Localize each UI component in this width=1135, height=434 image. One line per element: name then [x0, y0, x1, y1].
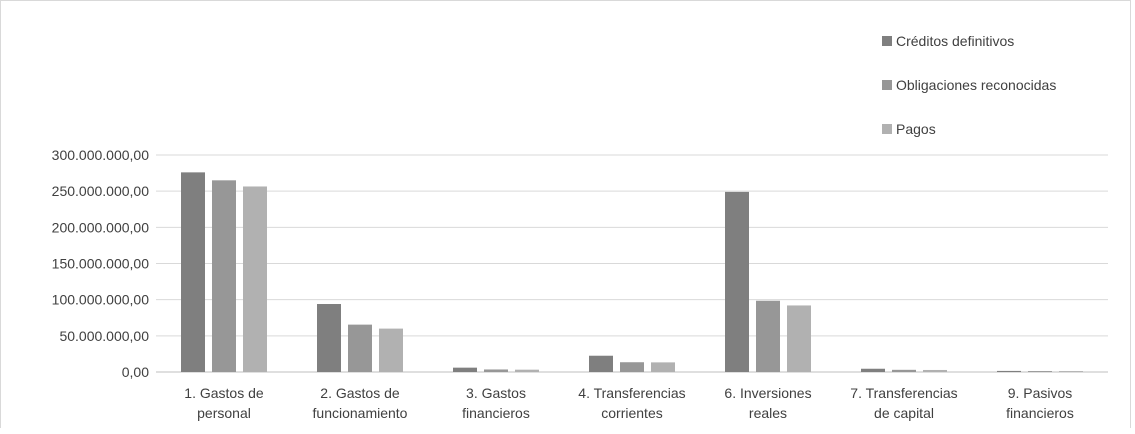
x-category-label: funcionamiento	[313, 405, 408, 421]
bar-1-cat-3	[453, 367, 477, 372]
bar-3-cat-4	[651, 362, 675, 372]
bar-3-cat-7	[1059, 371, 1083, 372]
bar-3-cat-3	[515, 369, 539, 372]
x-category-label: personal	[197, 405, 251, 421]
y-tick-label: 50.000.000,00	[59, 328, 149, 344]
bar-1-cat-4	[589, 355, 613, 372]
x-category-label: 4. Transferencias	[578, 385, 685, 401]
y-tick-label: 0,00	[122, 364, 149, 380]
x-category-label: financieros	[462, 405, 530, 421]
bars	[181, 172, 1083, 372]
bar-2-cat-5	[756, 300, 780, 372]
x-category-label: reales	[749, 405, 787, 421]
x-category-label: 2. Gastos de	[320, 385, 400, 401]
y-tick-label: 250.000.000,00	[52, 183, 150, 199]
x-category-label: financieros	[1006, 405, 1074, 421]
bar-3-cat-2	[379, 328, 403, 372]
x-category-label: 7. Transferencias	[850, 385, 957, 401]
x-category-label: corrientes	[601, 405, 662, 421]
bar-2-cat-2	[348, 324, 372, 372]
bar-3-cat-1	[243, 186, 267, 372]
x-category-label: 9. Pasivos	[1008, 385, 1073, 401]
legend-label: Créditos definitivos	[896, 33, 1014, 49]
x-category-label: 3. Gastos	[466, 385, 526, 401]
bar-1-cat-6	[861, 368, 885, 372]
legend-swatch	[882, 80, 892, 90]
x-category-label: 1. Gastos de	[184, 385, 264, 401]
y-tick-label: 200.000.000,00	[52, 219, 150, 235]
bar-2-cat-6	[892, 369, 916, 372]
legend-item: Créditos definitivos	[882, 33, 1014, 49]
bar-2-cat-4	[620, 362, 644, 372]
bar-1-cat-2	[317, 304, 341, 372]
y-tick-label: 100.000.000,00	[52, 292, 150, 308]
y-axis-tick-labels: 0,00 50.000.000,00 100.000.000,00 150.000.0…	[52, 147, 150, 380]
legend-swatch	[882, 124, 892, 134]
bar-2-cat-7	[1028, 371, 1052, 372]
legend-item: Obligaciones reconocidas	[882, 77, 1056, 93]
bar-3-cat-6	[923, 369, 947, 372]
legend-item: Pagos	[882, 121, 936, 137]
y-tick-label: 300.000.000,00	[52, 147, 150, 163]
bar-2-cat-3	[484, 369, 508, 372]
bar-1-cat-7	[997, 370, 1021, 372]
gridlines	[156, 154, 1108, 373]
x-category-label: 6. Inversiones	[724, 385, 811, 401]
legend-label: Obligaciones reconocidas	[896, 77, 1056, 93]
x-category-label: de capital	[874, 405, 934, 421]
bar-3-cat-5	[787, 305, 811, 372]
bar-1-cat-1	[181, 172, 205, 372]
y-tick-label: 150.000.000,00	[52, 256, 150, 272]
legend-label: Pagos	[896, 121, 936, 137]
x-axis-category-labels: 1. Gastos de personal 2. Gastos de funciona…	[184, 385, 1074, 421]
bar-1-cat-5	[725, 191, 749, 372]
legend-swatch	[882, 36, 892, 46]
legend: Créditos definitivos Obligaciones reconoc…	[882, 33, 1056, 137]
bar-2-cat-1	[212, 180, 236, 372]
